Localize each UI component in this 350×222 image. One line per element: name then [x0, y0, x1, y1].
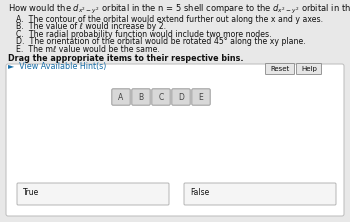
Text: C: C — [158, 93, 164, 101]
Text: C.  The radial probability function would include two more nodes.: C. The radial probability function would… — [16, 30, 272, 39]
Text: ►  View Available Hint(s): ► View Available Hint(s) — [8, 62, 106, 71]
Text: B: B — [139, 93, 143, 101]
Text: Help: Help — [301, 66, 317, 72]
FancyBboxPatch shape — [172, 89, 190, 105]
Text: Drag the appropriate items to their respective bins.: Drag the appropriate items to their resp… — [8, 54, 244, 63]
FancyBboxPatch shape — [266, 63, 294, 75]
Text: E.  The mℓ value would be the same.: E. The mℓ value would be the same. — [16, 45, 160, 54]
Text: True: True — [23, 188, 39, 197]
FancyBboxPatch shape — [152, 89, 170, 105]
FancyBboxPatch shape — [6, 64, 344, 216]
Text: Reset: Reset — [270, 66, 290, 72]
FancyBboxPatch shape — [132, 89, 150, 105]
Text: D.  The orientation of the orbital would be rotated 45° along the xy plane.: D. The orientation of the orbital would … — [16, 38, 306, 46]
FancyBboxPatch shape — [17, 183, 169, 205]
Text: D: D — [178, 93, 184, 101]
FancyBboxPatch shape — [112, 89, 130, 105]
FancyBboxPatch shape — [184, 183, 336, 205]
Text: A.  The contour of the orbital would extend further out along the x and y axes.: A. The contour of the orbital would exte… — [16, 15, 323, 24]
FancyBboxPatch shape — [192, 89, 210, 105]
FancyBboxPatch shape — [296, 63, 322, 75]
Text: E: E — [199, 93, 203, 101]
Text: A: A — [118, 93, 124, 101]
Text: False: False — [190, 188, 209, 197]
Text: How would the $d_{x^2-y^2}$ orbital in the n = 5 shell compare to the $d_{x^2-y^: How would the $d_{x^2-y^2}$ orbital in t… — [8, 3, 350, 16]
Text: B.  The value of ℓ would increase by 2.: B. The value of ℓ would increase by 2. — [16, 22, 166, 32]
